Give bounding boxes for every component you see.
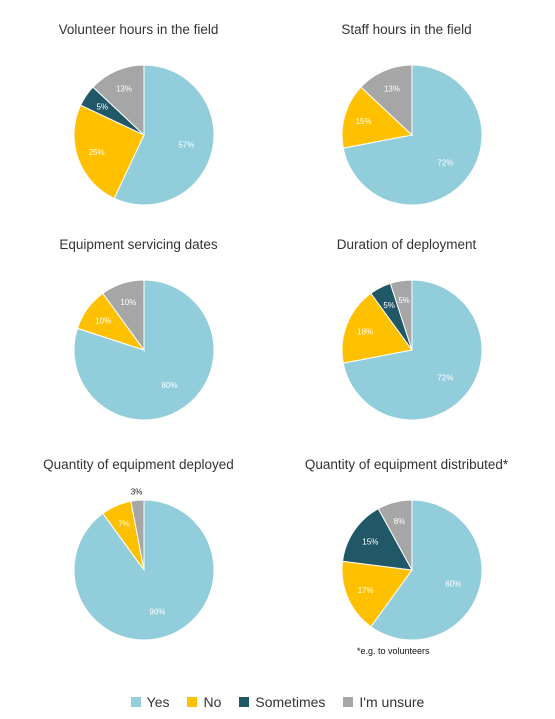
pie-chart-equipment-deployed: 90% 7% 3% [73, 487, 215, 641]
data-label-no: 25% [89, 148, 105, 157]
data-label-no: 7% [118, 520, 130, 529]
data-label-i-m-unsure: 10% [120, 298, 136, 307]
pie-panel-deployment-duration: Duration of deployment 72% 18% 5% 5% [268, 215, 545, 430]
pie-panel-volunteer-hours: Volunteer hours in the field 57% 25% 5% 13% [0, 0, 277, 215]
data-label-yes: 80% [162, 381, 178, 390]
data-label-yes: 90% [149, 607, 165, 616]
pie-slice-i-m-unsure [360, 64, 413, 137]
legend-label: No [203, 694, 222, 710]
legend: Yes No Sometimes I'm unsure [0, 694, 555, 710]
legend-swatch [187, 697, 198, 707]
pie-panel-equipment-deployed: Quantity of equipment deployed 90% 7% 3% [0, 435, 277, 650]
pie-slice-i-m-unsure [102, 279, 145, 352]
chart-title: Quantity of equipment distributed* [304, 457, 509, 472]
chart-title: Duration of deployment [336, 237, 477, 252]
data-label-no: 18% [357, 327, 373, 336]
legend-swatch [239, 697, 250, 707]
data-label-no: 10% [95, 316, 111, 325]
legend-item-no: No [187, 694, 221, 710]
data-label-no: 17% [358, 586, 374, 595]
pie-slice-sometimes [341, 507, 413, 571]
data-label-sometimes: 5% [97, 103, 109, 112]
data-label-i-m-unsure: 3% [131, 487, 143, 496]
legend-label: Yes [146, 694, 170, 710]
data-label-yes: 57% [178, 140, 194, 149]
legend-swatch [130, 697, 141, 707]
pie-chart-deployment-duration: 72% 18% 5%5% [341, 279, 483, 421]
pie-slice-i-m-unsure [130, 499, 145, 571]
pie-slice-yes [370, 499, 483, 641]
data-label-yes: 60% [445, 579, 461, 588]
data-label-i-m-unsure: 13% [384, 85, 400, 94]
data-label-no: 15% [356, 117, 372, 126]
pie-slice-no [341, 292, 413, 364]
legend-label: Sometimes [255, 694, 326, 710]
legend-item-yes: Yes [130, 694, 170, 710]
pie-chart-servicing-dates: 80% 10% 10% [73, 279, 215, 421]
data-label-yes: 72% [437, 159, 453, 168]
data-label-yes: 72% [437, 374, 453, 383]
pie-slice-i-m-unsure [389, 279, 413, 351]
data-label-sometimes: 5% [383, 301, 395, 310]
pie-panel-servicing-dates: Equipment servicing dates 80% 10% 10% [0, 215, 277, 430]
pie-chart-staff-hours: 72% 15% 13% [341, 64, 483, 206]
pie-chart-equipment-distributed: 60% 17% 15% 8% [341, 499, 483, 641]
pie-slice-yes [342, 279, 483, 421]
legend-item-sometimes: Sometimes [239, 694, 325, 710]
pie-slice-no [73, 104, 145, 200]
chart-title: Quantity of equipment deployed [43, 457, 234, 472]
pie-chart-volunteer-hours: 57% 25% 5% 13% [73, 64, 215, 206]
chart-title: Staff hours in the field [341, 22, 472, 37]
pie-panel-staff-hours: Staff hours in the field 72% 15% 13% [268, 0, 545, 215]
pie-slice-yes [113, 64, 215, 206]
pie-panel-equipment-distributed: Quantity of equipment distributed* 60% 17… [268, 435, 545, 650]
legend-swatch [343, 697, 354, 707]
chart-title: Volunteer hours in the field [58, 22, 219, 37]
data-label-sometimes: 15% [362, 538, 378, 547]
legend-item-unsure: I'm unsure [343, 694, 424, 710]
data-label-i-m-unsure: 5% [398, 296, 410, 305]
legend-label: I'm unsure [359, 694, 425, 710]
pie-slice-no [341, 560, 413, 628]
pie-slice-i-m-unsure [377, 499, 413, 571]
data-label-i-m-unsure: 13% [116, 85, 132, 94]
pie-slice-i-m-unsure [92, 64, 145, 137]
data-label-i-m-unsure: 8% [394, 517, 406, 526]
pie-slice-no [341, 86, 414, 149]
footnote: *e.g. to volunteers [357, 646, 430, 656]
chart-title: Equipment servicing dates [59, 237, 218, 252]
